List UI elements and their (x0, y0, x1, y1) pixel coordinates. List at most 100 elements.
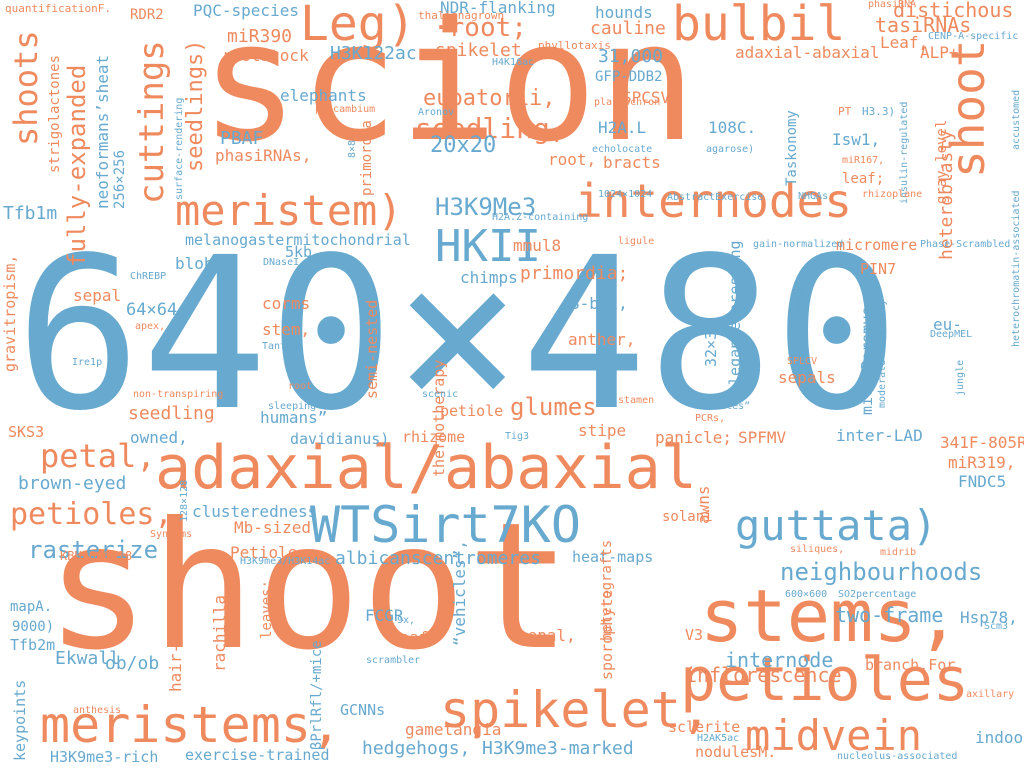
word-leaf: Leaf, (880, 33, 929, 52)
word-sclerite: sclerite (668, 718, 741, 736)
word-inflorescence: inflorescence (685, 663, 842, 687)
word-neighbourhoods: neighbourhoods (780, 558, 983, 586)
word-meristems: meristems, (40, 696, 342, 754)
word-root: ·root; (433, 13, 527, 43)
word-mmul8: mmul8 (513, 236, 562, 255)
word-internodes: internodes (575, 174, 852, 228)
word-syncoms: SynComs (150, 529, 193, 540)
word-h3k9me3-marked: H3K9me3-marked (482, 738, 634, 759)
word-phasirna: phasiRNA (868, 0, 917, 10)
word-v3: V3 (685, 626, 704, 644)
word-vehicles: “vehicles”, (450, 540, 469, 646)
word-gain-normalized: gain-normalized (753, 239, 844, 250)
word-scion: scion (200, 0, 697, 178)
word-quantificationf: quantificationF. (5, 2, 111, 15)
word-petiole: Petiole (230, 543, 298, 562)
word-spfmv: SPFMV (738, 428, 787, 447)
word-fcgr: FCGR (365, 606, 404, 625)
word-phasirnas: phasiRNAs, (215, 146, 312, 165)
word-plastochron: plastochron (594, 97, 661, 108)
word-scenic: scenic (422, 389, 459, 400)
word-anthesis: anthesis (73, 705, 122, 716)
word-tantan: Tantan (262, 341, 299, 352)
word-tfb2m: Tfb2m (10, 636, 56, 654)
word-ligule: ligule (618, 236, 655, 247)
word-341f-805r: 341F-805R (940, 433, 1024, 452)
word-wtsirt7ko: WTSirt7KO (310, 496, 581, 554)
word-procambium: procambium (315, 104, 376, 115)
word-spcsv: SPCSV (622, 88, 671, 107)
word-siliques: siliques, (790, 544, 845, 555)
word-alp: ALP+ (920, 43, 959, 62)
word-micromere: micromere (836, 236, 918, 254)
word-32-32: 32×32 (702, 321, 720, 367)
word-meristem: meristem) (175, 186, 403, 235)
word-brown-eyed: brown-eyed (18, 473, 127, 494)
word-cauline: cauline (590, 18, 666, 39)
word-600-600: 600×600 (785, 589, 828, 600)
word-1024-1024: 1024×1024 (598, 189, 653, 200)
word-thermotherapy: thermotherapy (430, 359, 448, 477)
word-rasterize: rasterize (28, 536, 159, 564)
word-root: root (288, 381, 313, 392)
word-two-frame: two-frame (835, 603, 944, 627)
word-8-bit: 8-bit, (570, 294, 628, 313)
word-h3k9me3: H3K9Me3 (435, 193, 537, 221)
word-thalianagrown: thalianagrown (418, 9, 505, 22)
word-chimps: chimps (460, 268, 518, 287)
word-jungle: jungle (955, 359, 966, 396)
word-stem: stem, (262, 320, 311, 339)
word-100kb: 100Kb (795, 284, 806, 315)
word-bracts: bracts (603, 153, 661, 172)
word-nhgas: NHGAs (798, 191, 829, 202)
word-glumes: glumes (510, 393, 597, 421)
word-accustomed: accustomed (1011, 89, 1022, 150)
word-stamen: stamen (618, 395, 655, 406)
word-phyllotaxis: phyllotaxis (538, 39, 611, 52)
word-primordia: primordia; (520, 263, 629, 284)
word-hedgehogs: hedgehogs, (362, 738, 471, 759)
word-sporophyte: sporophyte (598, 589, 616, 680)
word-h3k9me3-h3k14ac: H3K9me3/H3K14ac (240, 556, 331, 567)
word-tfb1m: Tfb1m (3, 203, 58, 224)
word-heterochromatin-associated: heterochromatin-associated (1011, 190, 1022, 347)
word-seedling: seedling, (415, 112, 567, 145)
word-shoot: shoot (45, 486, 572, 689)
word-eupatorii: eupatorii, (423, 86, 556, 111)
word-hair-cell: hair-cell (166, 605, 185, 692)
word-bulbil: bulbil (672, 0, 846, 52)
word-ob-ob: ob/ob (105, 653, 160, 674)
word-mice-peromyscus: mice,Peromyscus (858, 279, 876, 415)
word-gcnns: GCNNs (340, 701, 386, 719)
word-adaxial-abaxial: adaxial-abaxial (735, 43, 880, 62)
word-gfp-ddb2: GFP-DDB2 (595, 69, 663, 85)
word-prlrfl-mice: βPrlRfl/+mice (309, 640, 325, 750)
word-so2percentage: SO2percentage (838, 589, 917, 600)
word-spikelet: spikelet (435, 40, 522, 61)
word-non-transpiring: non-transpiring (133, 389, 224, 400)
word-ekwall: Ekwall (55, 648, 121, 669)
word-cenp-a-specific: CENP-A-specific (928, 31, 1019, 42)
word-scrambler: scrambler (366, 655, 421, 666)
word-5kb: 5kb (285, 243, 313, 261)
word-root: root, (548, 150, 597, 169)
word-taskonomy: Taskonomy (784, 110, 800, 186)
word-seedling: seedling (128, 403, 215, 424)
word-strigolactones: strigolactones (47, 54, 63, 173)
word-pt: PT (838, 105, 852, 118)
word-pin7: PIN7 (860, 260, 897, 278)
word-solani: solani (662, 509, 713, 525)
word-tig3: Tig3 (505, 431, 530, 442)
word-h3k122ac: H3K122ac (330, 43, 417, 64)
word-64-64: 64×64 (126, 300, 178, 320)
word-rhizoplane: rhizoplane (862, 189, 923, 200)
word-melanogastermitochondrial: melanogastermitochondrial (185, 231, 411, 249)
word-mir167: miR167, (842, 155, 885, 166)
word-shoots: shoots (7, 30, 45, 146)
word-albicanscentromeres: albicanscentromeres (335, 548, 541, 569)
word-640-480: 640×480 (15, 212, 901, 457)
word-stipe: stipe (578, 421, 627, 440)
word-gray-level: gray-level (934, 119, 950, 204)
word-h2a-l: H2A.L (598, 118, 647, 137)
